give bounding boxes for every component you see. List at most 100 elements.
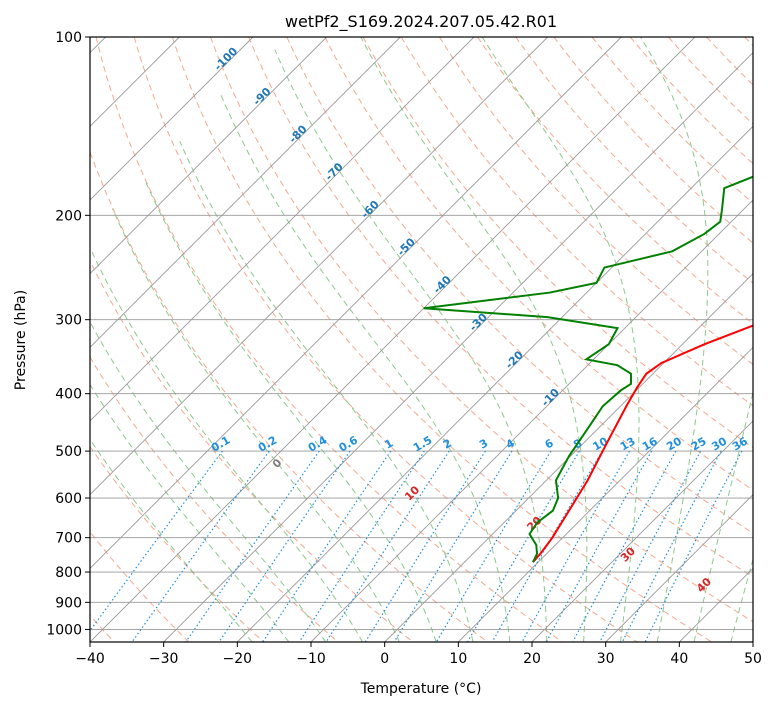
- dry-adiabat: [744, 37, 753, 47]
- isotherm-label: -20: [503, 348, 526, 371]
- mixing-ratio-line: [521, 450, 631, 642]
- dry-adiabat: [286, 37, 753, 534]
- dry-adiabat: [90, 150, 488, 642]
- moist-adiabat: [90, 246, 364, 642]
- moist-adiabat-label: 30: [618, 544, 638, 564]
- isotherm: [310, 199, 753, 642]
- mixing-ratio-line: [185, 450, 320, 642]
- isotherm: [531, 420, 753, 642]
- mixing-ratio-line: [262, 450, 392, 642]
- isotherm: [384, 273, 753, 642]
- mixing-ratio-line: [491, 450, 603, 642]
- moist-adiabat: [730, 557, 753, 642]
- y-tick-label: 600: [55, 491, 82, 507]
- moist-adiabat-label: 0: [270, 456, 285, 471]
- mixing-ratio-label: 2: [441, 437, 454, 452]
- dry-adiabat: [553, 37, 753, 244]
- isotherm: [237, 125, 753, 642]
- isotherm: [90, 37, 696, 642]
- x-tick-label: 30: [597, 651, 615, 667]
- dry-adiabat: [248, 37, 753, 578]
- y-axis: 100 200 300 400 500 600 700 800 900 1000: [46, 30, 90, 638]
- x-tick-label: 40: [670, 651, 688, 667]
- mixing-ratio-line: [298, 450, 425, 642]
- dry-adiabat: [90, 445, 264, 642]
- moist-adiabat: [693, 390, 753, 642]
- x-tick-label: −30: [149, 651, 179, 667]
- dry-adiabat: [133, 37, 638, 642]
- mixing-ratio-line: [466, 450, 580, 642]
- moist-adiabat: [274, 49, 548, 642]
- dry-adiabat: [668, 37, 753, 125]
- moist-adiabat-label: 40: [694, 575, 714, 595]
- x-axis: −40 −30 −20 −10 0 10 20 30 40 50: [75, 642, 762, 667]
- mixing-ratio-line: [218, 450, 351, 642]
- mixing-ratio-line: [572, 450, 677, 642]
- isotherm: [752, 641, 753, 642]
- isotherm: [90, 37, 622, 569]
- dry-adiabat: [591, 37, 753, 204]
- x-tick-label: 10: [449, 651, 467, 667]
- temperature-profile: [532, 324, 753, 563]
- mixing-ratio-line: [545, 450, 653, 642]
- mixing-ratio-label: 6: [543, 436, 556, 451]
- x-tick-label: 20: [523, 651, 541, 667]
- dewpoint-profile: [423, 175, 753, 563]
- mixing-ratio-line: [621, 450, 722, 642]
- isotherm: [605, 494, 753, 642]
- mixing-ratio-line: [131, 450, 270, 642]
- mixing-ratio-line: [393, 450, 513, 642]
- y-tick-label: 400: [55, 387, 82, 403]
- dry-adiabat: [90, 259, 414, 642]
- y-tick-label: 900: [55, 595, 82, 611]
- mixing-ratio-label: 3: [477, 437, 490, 452]
- isotherm-label: -30: [467, 310, 490, 333]
- y-tick-label: 500: [55, 444, 82, 460]
- x-tick-label: 0: [380, 651, 389, 667]
- y-tick-label: 1000: [46, 622, 82, 638]
- y-axis-label: Pressure (hPa): [13, 290, 29, 390]
- moist-adiabat: [144, 180, 437, 642]
- y-tick-label: 100: [55, 30, 82, 46]
- dry-adiabat: [171, 37, 712, 642]
- y-tick-label: 800: [55, 565, 82, 581]
- mixing-ratio-line: [325, 450, 450, 642]
- moist-adiabat-label: 20: [525, 514, 545, 534]
- plot-frame: [89, 36, 754, 643]
- plot-area: 0.1 0.2 0.4 0.6 1 1.5 2 3 4 6 8 10 13 16 20 25 30 36-100-…: [90, 37, 753, 642]
- isotherm-label: -100: [212, 44, 241, 73]
- dry-adiabat: [439, 37, 753, 366]
- moist-adiabat: [640, 37, 709, 642]
- isotherm-label: -40: [431, 273, 454, 296]
- y-tick-label: 200: [55, 208, 82, 224]
- isotherm: [163, 52, 753, 642]
- isotherm: [90, 37, 475, 422]
- x-axis-label: Temperature (°C): [360, 681, 482, 697]
- moist-adiabat: [90, 320, 327, 642]
- moist-adiabat: [90, 383, 290, 642]
- x-tick-label: −10: [296, 651, 326, 667]
- isotherm-label: -70: [323, 160, 346, 183]
- isotherm: [90, 37, 548, 496]
- dry-adiabat: [210, 37, 753, 623]
- isotherm-label: -60: [359, 198, 382, 221]
- moist-adiabat: [112, 208, 400, 642]
- isotherm-label: -10: [539, 386, 562, 409]
- x-tick-label: 50: [744, 651, 762, 667]
- mixing-ratio-line: [364, 450, 486, 642]
- mixing-ratio-line: [599, 450, 702, 642]
- chart-title: wetPf2_S169.2024.207.05.42.R01: [285, 12, 557, 32]
- mixing-ratio-line: [435, 450, 552, 642]
- dry-adiabat: [90, 356, 339, 642]
- y-tick-label: 700: [55, 531, 82, 547]
- moist-adiabat: [90, 438, 253, 642]
- moist-adiabat: [360, 37, 588, 642]
- moist-adiabat: [481, 37, 640, 642]
- x-tick-label: −40: [75, 651, 105, 667]
- isotherm: [90, 37, 327, 275]
- moist-adiabat: [179, 141, 474, 642]
- x-tick-label: −20: [223, 651, 253, 667]
- isotherm: [90, 37, 401, 348]
- isotherm: [90, 37, 254, 201]
